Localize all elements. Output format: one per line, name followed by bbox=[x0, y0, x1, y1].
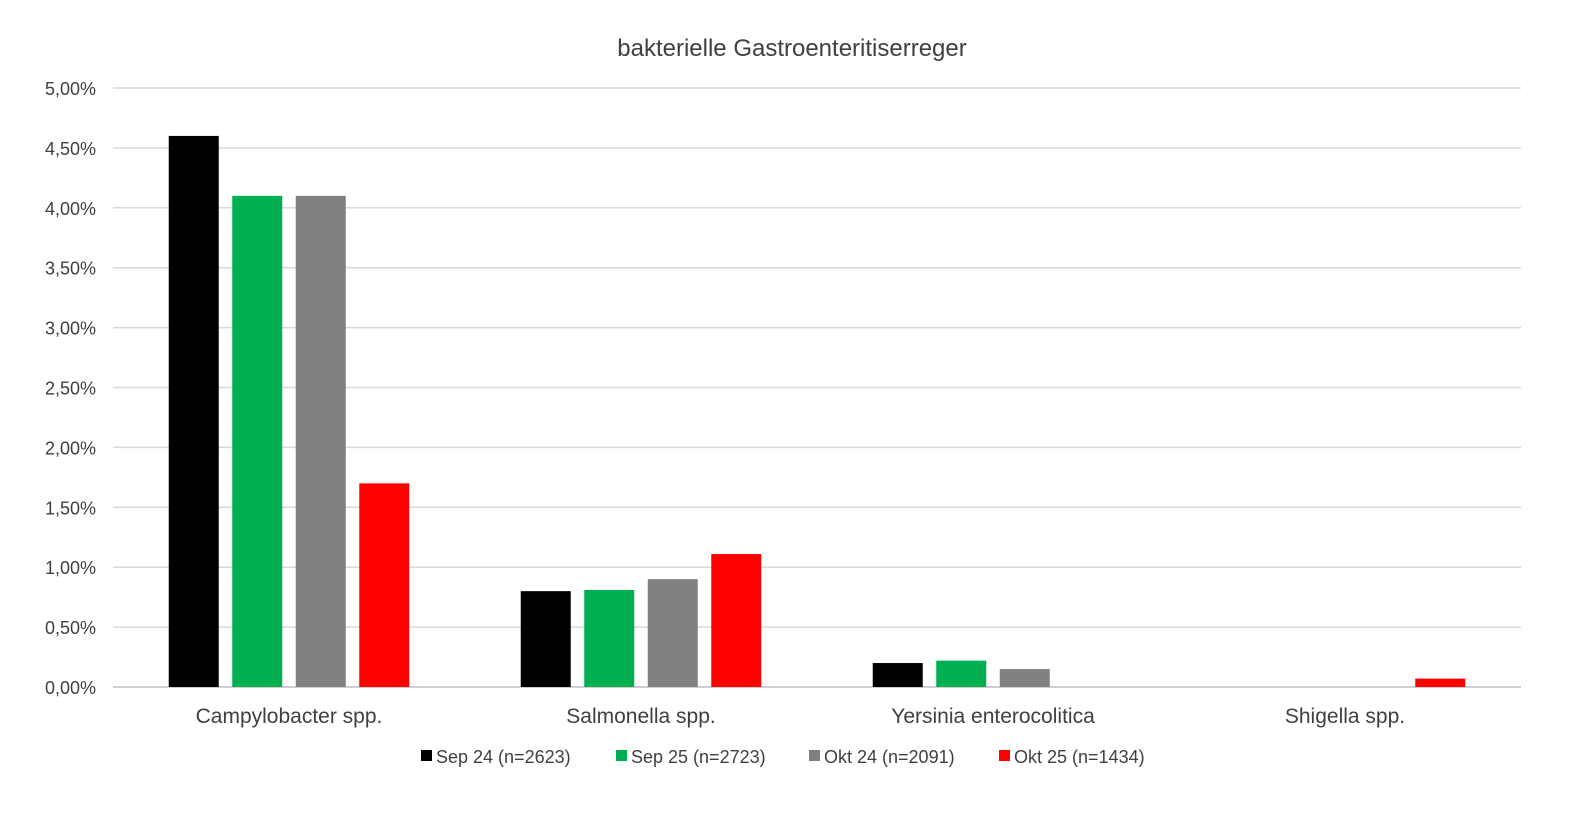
legend: Sep 24 (n=2623) Sep 25 (n=2723) Okt 24 (n=… bbox=[421, 747, 1145, 767]
x-category-label: Campylobacter spp. bbox=[196, 705, 383, 728]
legend-label: Okt 24 (n=2091) bbox=[824, 747, 955, 767]
bar bbox=[520, 591, 571, 687]
legend-swatch bbox=[421, 750, 432, 761]
legend-label: Sep 24 (n=2623) bbox=[436, 747, 571, 767]
bar bbox=[872, 663, 923, 687]
y-tick-label: 0,50% bbox=[45, 618, 96, 638]
bar bbox=[295, 195, 346, 687]
y-tick-label: 2,50% bbox=[45, 379, 96, 399]
bar bbox=[359, 483, 410, 687]
y-tick-label: 4,00% bbox=[45, 199, 96, 219]
bar bbox=[232, 195, 283, 687]
bar bbox=[647, 579, 698, 687]
legend-swatch bbox=[999, 750, 1010, 761]
bar bbox=[936, 660, 987, 687]
x-category-label: Yersinia enterocolitica bbox=[891, 705, 1095, 728]
y-tick-label: 2,00% bbox=[45, 438, 96, 458]
legend-swatch bbox=[616, 750, 627, 761]
y-tick-label: 3,50% bbox=[45, 259, 96, 279]
y-tick-label: 0,00% bbox=[45, 678, 96, 698]
y-axis-ticks: 0,00% 0,50% 1,00% 1,50% 2,00% 2,50% 3,00% 3,50%… bbox=[45, 79, 96, 698]
bar bbox=[711, 554, 762, 687]
y-tick-label: 5,00% bbox=[45, 79, 96, 99]
bar bbox=[584, 589, 635, 687]
y-tick-label: 1,50% bbox=[45, 498, 96, 518]
gridlines bbox=[113, 87, 1521, 688]
legend-label: Okt 25 (n=1434) bbox=[1014, 747, 1145, 767]
x-category-label: Salmonella spp. bbox=[566, 705, 715, 728]
legend-label: Sep 25 (n=2723) bbox=[631, 747, 766, 767]
bar bbox=[999, 669, 1050, 687]
x-category-label: Shigella spp. bbox=[1285, 705, 1405, 728]
y-tick-label: 4,50% bbox=[45, 139, 96, 159]
bars bbox=[168, 135, 1466, 688]
legend-swatch bbox=[809, 750, 820, 761]
bar bbox=[1415, 678, 1466, 687]
y-tick-label: 3,00% bbox=[45, 319, 96, 339]
y-tick-label: 1,00% bbox=[45, 558, 96, 578]
chart-title: bakterielle Gastroenteritiserreger bbox=[617, 35, 967, 62]
x-axis-labels: Campylobacter spp. Salmonella spp. Yersini… bbox=[196, 705, 1406, 728]
bar bbox=[168, 135, 219, 688]
